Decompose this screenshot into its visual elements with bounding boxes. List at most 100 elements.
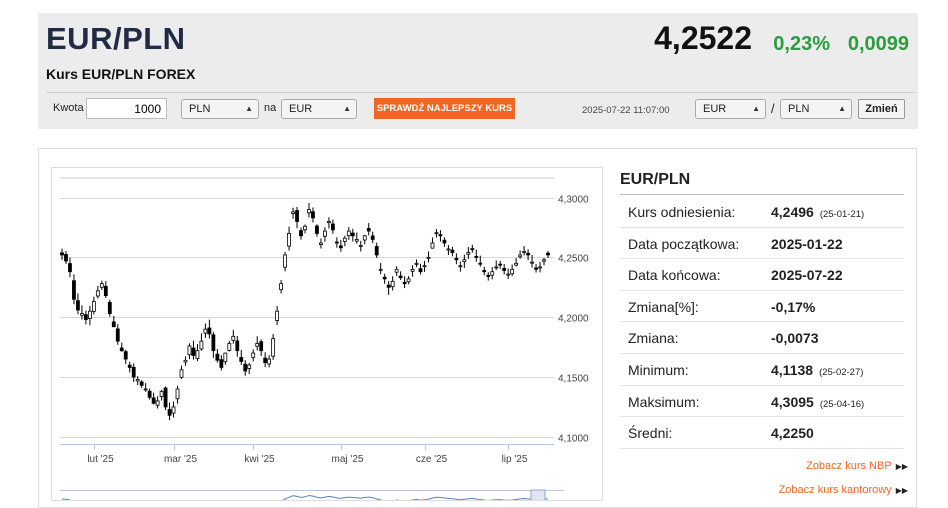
to-currency-select[interactable]: EUR ▲ xyxy=(281,99,357,119)
stats-row: Data końcowa: 2025-07-22 xyxy=(620,259,904,291)
amount-input[interactable] xyxy=(86,98,167,119)
stats-value: 4,2496 (25-01-21) xyxy=(771,204,864,220)
candle-body xyxy=(466,252,471,255)
switch-pair-button[interactable]: Zmień xyxy=(858,99,905,119)
exchange-rate-link[interactable]: Zobacz kurs kantorowy ▶▶ xyxy=(779,484,908,496)
candle-body xyxy=(426,256,431,259)
candle-body xyxy=(267,358,272,365)
candle-body xyxy=(342,237,347,242)
y-tick-label: 4,3000 xyxy=(558,195,589,206)
candle-body xyxy=(366,228,371,232)
candle-body xyxy=(151,397,156,404)
exchange-rate-link-text: Zobacz kurs kantorowy xyxy=(778,484,892,496)
stats-value-text: 4,3095 xyxy=(771,393,814,410)
select-arrows-icon: ▲ xyxy=(343,104,351,113)
candle-body xyxy=(398,275,403,279)
stats-label: Zmiana[%]: xyxy=(628,298,699,315)
candle-body xyxy=(406,278,411,283)
pair-subtitle: Kurs EUR/PLN FOREX xyxy=(46,66,196,82)
check-best-rate-button[interactable]: SPRAWDŹ NAJLEPSZY KURS xyxy=(374,98,515,119)
candle-body xyxy=(271,338,276,357)
candle-body xyxy=(514,262,519,266)
candle-body xyxy=(147,390,152,398)
pair-title: EUR/PLN xyxy=(46,21,186,56)
candle-body xyxy=(203,328,208,334)
stats-date: (25-01-21) xyxy=(819,209,865,220)
candle-body xyxy=(175,388,180,400)
pair-quote-select[interactable]: PLN ▲ xyxy=(780,99,852,119)
chart-svg: 4,3000 4,2500 4,2000 4,1500 4,1000 lut '25 mar… xyxy=(60,177,589,500)
candle-body xyxy=(323,230,327,237)
candle-body xyxy=(319,242,323,245)
pair-base-select[interactable]: EUR ▲ xyxy=(695,99,766,119)
stats-value: -0,0073 xyxy=(771,330,818,346)
stats-value-text: -0,0073 xyxy=(771,330,819,347)
x-tick-label: lip '25 xyxy=(502,454,528,465)
candle-body xyxy=(91,301,96,312)
stats-label: Maksimum: xyxy=(628,393,700,410)
candle-body xyxy=(542,259,546,262)
candle-body xyxy=(255,343,260,347)
stats-row: Zmiana[%]: -0,17% xyxy=(620,291,904,323)
candle-body xyxy=(474,256,479,258)
candle-body xyxy=(283,254,287,268)
y-tick-label: 4,1000 xyxy=(558,434,589,445)
candle-body xyxy=(506,273,511,276)
candle-body xyxy=(522,250,526,253)
y-tick-label: 4,2000 xyxy=(558,314,589,325)
candle-body xyxy=(490,271,495,276)
candle-body xyxy=(374,246,379,256)
candle-body xyxy=(422,265,427,268)
candle-body xyxy=(247,364,252,369)
candle-body xyxy=(207,327,212,335)
candle-body xyxy=(115,328,120,342)
stats-value: -0,17% xyxy=(771,299,815,315)
candle-body xyxy=(119,347,124,352)
candle-body xyxy=(430,242,435,249)
candle-body xyxy=(64,254,68,262)
candle-body xyxy=(223,352,228,363)
candle-body xyxy=(350,232,355,237)
candle-body xyxy=(530,261,534,264)
candle-body xyxy=(139,381,144,386)
candle-body xyxy=(311,211,315,219)
candle-body xyxy=(410,268,415,272)
candle-body xyxy=(434,232,439,235)
candle-body xyxy=(72,280,76,300)
candle-body xyxy=(470,248,475,251)
stats-title: EUR/PLN xyxy=(620,171,691,188)
candle-body xyxy=(462,259,467,263)
candle-body xyxy=(299,230,303,237)
candle-body xyxy=(394,268,399,273)
stats-label: Średni: xyxy=(628,425,673,442)
select-arrows-icon: ▲ xyxy=(838,104,846,113)
candle-body xyxy=(454,257,459,261)
stats-label: Data początkowa: xyxy=(628,235,740,252)
candle-body xyxy=(442,239,447,244)
candle-body xyxy=(414,262,419,265)
stats-label: Minimum: xyxy=(628,361,689,378)
from-currency-select[interactable]: PLN ▲ xyxy=(181,99,259,119)
candle-body xyxy=(183,359,188,363)
candle-body xyxy=(167,409,172,416)
stats-row: Maksimum: 4,3095 (25-04-16) xyxy=(620,386,904,418)
candle-body xyxy=(131,366,136,378)
stats-value-text: 4,1138 xyxy=(771,361,814,378)
to-currency-value: EUR xyxy=(289,103,313,115)
candle-body xyxy=(370,235,375,240)
candle-body xyxy=(510,268,515,275)
double-arrow-icon: ▶▶ xyxy=(895,462,908,471)
pair-quote-value: PLN xyxy=(788,103,810,115)
to-label: na xyxy=(264,102,277,114)
x-tick-label: lut '25 xyxy=(87,454,114,465)
candle-body xyxy=(382,276,387,280)
pair-separator: / xyxy=(771,101,775,116)
double-arrow-icon: ▶▶ xyxy=(895,486,908,495)
candle-body xyxy=(279,283,283,291)
y-tick-label: 4,2500 xyxy=(558,254,589,265)
candle-body xyxy=(390,280,395,288)
nbp-rate-link[interactable]: Zobacz kurs NBP ▶▶ xyxy=(806,460,908,472)
candle-body xyxy=(111,321,116,328)
candle-body xyxy=(354,239,359,242)
stats-row: Zmiana: -0,0073 xyxy=(620,322,904,354)
